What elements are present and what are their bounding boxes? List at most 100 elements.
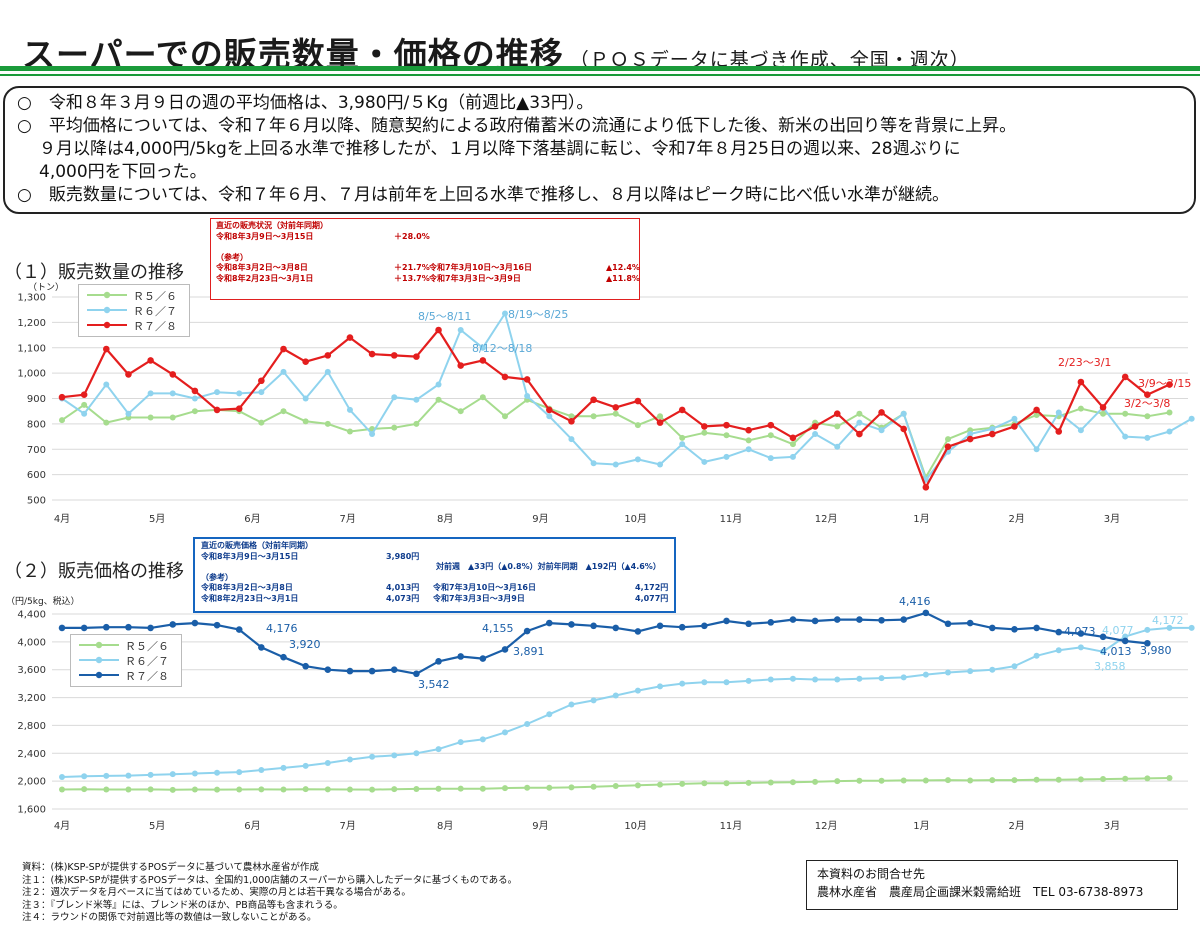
data-point [213,406,221,414]
data-point [346,334,354,341]
data-point [413,420,420,427]
summary-line: ○ 販売数量については、令和７年６月、７月は前年を上回る水準で推移し、８月以降は… [17,185,949,205]
box1-ref-label: （参考） [216,252,248,262]
data-point [1188,624,1195,631]
data-point [169,621,177,628]
y-tick-label: 1,000 [17,369,46,380]
data-point [789,434,797,442]
chart-1: 500 600 700 800 900 1,000 1,100 1,200 1,300 4月 5月 6… [17,293,1195,525]
y-tick-label: 2,800 [17,721,46,732]
data-point [435,658,442,665]
data-point [258,644,265,651]
data-point [745,779,752,786]
data-point [368,350,376,358]
data-point [657,683,664,690]
data-point [324,666,332,674]
data-point [657,413,664,420]
legend-item: Ｒ６／７ [77,653,175,668]
data-point [191,619,199,627]
data-point [590,783,597,790]
data-point [390,666,398,674]
data-point [413,785,420,792]
box2-row3-value: 4,073円 [386,593,420,603]
data-label: 4,073 [1064,625,1096,638]
data-point [789,675,796,682]
data-point [1077,427,1084,434]
data-label: 4,176 [266,622,298,635]
data-point [612,624,620,632]
chart-2: 1,600 2,000 2,400 2,800 3,200 3,600 4,000 4,400… [17,595,1195,832]
data-point [1077,644,1084,651]
series-line [61,312,1193,481]
y-tick-label: 600 [27,470,46,481]
data-point [369,786,376,793]
data-point [701,423,708,430]
data-point [502,310,508,317]
data-point [723,421,730,429]
data-point [1166,381,1173,388]
data-point [502,729,508,736]
data-point [59,773,65,780]
data-point [502,785,508,792]
data-point [833,616,841,623]
x-tick-label: 12月 [815,820,838,832]
data-point [546,619,553,627]
data-point [214,769,221,776]
x-tick-label: 7月 [340,513,356,525]
data-point [413,396,420,403]
data-point [1055,628,1063,636]
data-point [147,624,154,632]
data-point [656,622,664,630]
data-point [723,432,730,439]
data-point [701,679,708,686]
data-point [369,753,376,760]
data-point [701,622,708,630]
data-point [922,609,930,617]
x-tick-label: 3月 [1104,820,1120,832]
data-point [834,423,841,430]
data-point [258,786,265,793]
box1-row3-value: ＋13.7% [394,273,430,283]
data-point [103,772,110,779]
data-label: 4,077 [1102,624,1134,637]
data-point [1033,411,1040,418]
x-tick-label: 8月 [437,820,453,832]
data-point [723,617,730,625]
data-point [391,424,398,431]
box2-row2-prev: 令和7年3月10日～3月16日 [433,583,536,592]
data-point [302,395,309,402]
data-label: 4,013 [1100,645,1132,658]
data-point [989,425,996,432]
data-point [59,786,65,793]
data-point [324,760,331,767]
data-point [524,784,531,791]
data-point [191,395,198,402]
x-tick-label: 3月 [1104,513,1120,525]
data-point [701,458,708,465]
chart1-legend: Ｒ５／６ Ｒ６／７ Ｒ７／８ [78,284,190,337]
data-point [214,389,221,396]
data-point [147,786,154,793]
data-point [945,777,951,784]
data-point [568,413,575,420]
header-rule-thin [0,74,1200,76]
data-point [1144,391,1151,398]
data-point [479,344,486,351]
data-point [900,674,907,681]
data-point [169,771,176,778]
data-point [258,419,265,426]
data-point [612,404,620,411]
data-point [1144,413,1151,420]
data-point [81,773,88,780]
legend-item: Ｒ７／８ [77,668,175,683]
legend-label: Ｒ５／６ [133,290,177,303]
price-status-box: 直近の販売価格（対前年同期） 令和8年3月9日～3月15日 3,980円 対前週 … [193,537,676,613]
data-point [103,623,110,631]
x-tick-label: 11月 [720,820,743,832]
data-point [236,769,243,776]
data-point [944,443,952,451]
data-point [878,777,885,784]
x-tick-label: 9月 [532,820,548,832]
x-tick-label: 7月 [340,820,356,832]
data-point [767,676,774,683]
